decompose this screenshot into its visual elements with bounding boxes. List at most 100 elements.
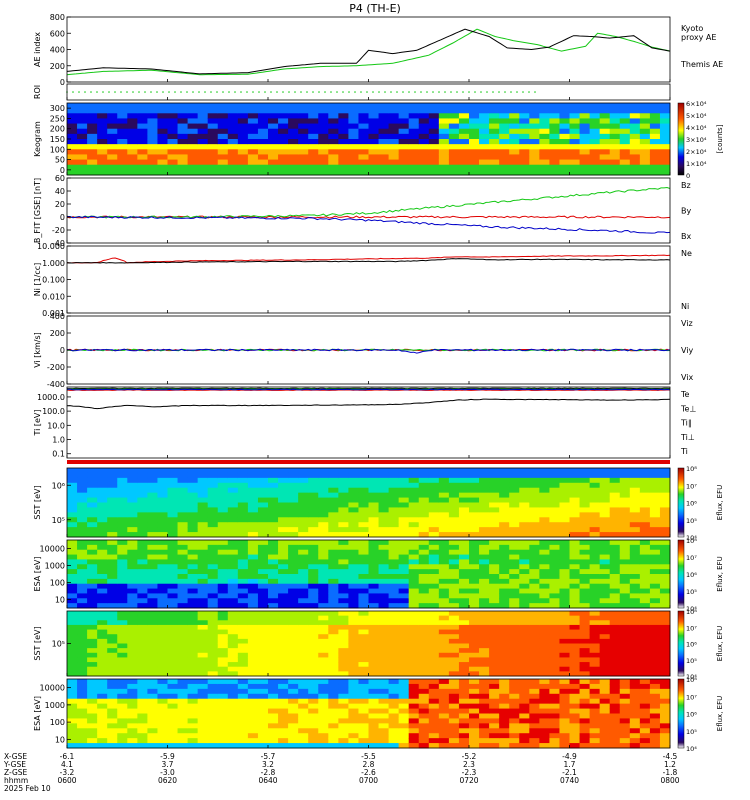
heatmap-cell: [247, 683, 259, 690]
heatmap-cell: [328, 492, 339, 499]
heatmap-cell: [539, 482, 550, 489]
roi-point: [378, 91, 380, 93]
heatmap-cell: [428, 679, 440, 685]
heatmap-cell: [197, 666, 209, 672]
heatmap-cell: [247, 708, 259, 714]
heatmap-cell: [378, 728, 390, 734]
heatmap-cell: [469, 497, 480, 503]
heatmap-cell: [509, 103, 520, 109]
heatmap-cell: [579, 512, 591, 518]
heatmap-cell: [217, 683, 229, 690]
heatmap-cell: [127, 512, 138, 518]
heatmap-cell: [479, 624, 490, 631]
heatmap-cell: [378, 666, 390, 672]
heatmap-cell: [318, 634, 329, 640]
heatmap-cell: [308, 574, 319, 580]
heatmap-cell: [348, 507, 359, 513]
heatmap-cell: [448, 544, 460, 551]
heatmap-cell: [97, 671, 108, 677]
heatmap-cell: [308, 723, 319, 729]
heatmap-cell: [187, 502, 199, 508]
heatmap-cell: [67, 683, 78, 690]
heatmap-cell: [217, 497, 229, 503]
heatmap-cell: [448, 492, 460, 499]
heatmap-cell: [167, 652, 179, 658]
heatmap-cell: [298, 149, 309, 155]
legend-kyoto: Kyoto: [681, 24, 703, 33]
heatmap-cell: [127, 652, 138, 658]
heatmap-cell: [539, 472, 550, 479]
heatmap-cell: [147, 517, 158, 523]
heatmap-cell: [298, 723, 309, 729]
heatmap-cell: [469, 624, 480, 631]
heatmap-cell: [147, 144, 158, 150]
heatmap-cell: [318, 743, 329, 749]
heatmap-cell: [519, 482, 530, 489]
heatmap-cell: [257, 634, 269, 640]
heatmap-cell: [348, 624, 359, 631]
heatmap-cell: [368, 662, 380, 668]
heatmap-cell: [107, 564, 118, 570]
heatmap-cell: [619, 564, 631, 570]
heatmap-cell: [428, 502, 440, 508]
heatmap-cell: [147, 629, 158, 635]
heatmap-cell: [227, 169, 239, 176]
heatmap-cell: [87, 468, 98, 474]
heatmap-cell: [187, 517, 199, 523]
heatmap-cell: [629, 569, 641, 575]
heatmap-cell: [288, 540, 299, 546]
x-tick-label: 0600: [57, 776, 76, 785]
heatmap-cell: [187, 507, 199, 513]
heatmap-cell: [358, 108, 369, 114]
heatmap-cell: [649, 472, 661, 479]
heatmap-cell: [609, 611, 621, 617]
heatmap-cell: [107, 502, 118, 508]
heatmap-cell: [187, 588, 199, 594]
heatmap-cell: [579, 615, 591, 621]
heatmap-cell: [338, 738, 349, 744]
heatmap-cell: [499, 629, 510, 635]
heatmap-cell: [328, 723, 339, 729]
heatmap-cell: [147, 522, 158, 528]
heatmap-cell: [479, 149, 490, 155]
heatmap-cell: [569, 728, 581, 734]
heatmap-cell: [298, 497, 309, 503]
heatmap-cell: [639, 487, 651, 494]
heatmap-cell: [298, 648, 309, 654]
heatmap-cell: [308, 703, 319, 710]
heatmap-cell: [167, 559, 179, 565]
heatmap-cell: [308, 133, 319, 140]
y-tick-label: 200: [50, 62, 65, 71]
heatmap-cell: [418, 487, 430, 494]
heatmap-cell: [137, 728, 148, 734]
heatmap-cell: [67, 482, 78, 489]
heatmap-cell: [177, 574, 189, 580]
heatmap-cell: [147, 492, 158, 499]
y-tick-label: 10⁶: [52, 481, 65, 490]
heatmap-cell: [438, 154, 450, 161]
heatmap-cell: [187, 698, 199, 705]
heatmap-cell: [207, 593, 219, 599]
heatmap-cell: [298, 728, 309, 734]
heatmap-cell: [157, 693, 168, 700]
heatmap-cell: [418, 108, 430, 114]
heatmap-cell: [438, 113, 450, 119]
heatmap-cell: [639, 620, 651, 626]
heatmap-cell: [539, 743, 550, 749]
heatmap-cell: [167, 118, 179, 125]
heatmap-cell: [509, 492, 520, 499]
heatmap-cell: [268, 643, 279, 649]
heatmap-cell: [499, 554, 510, 560]
heatmap-cell: [549, 544, 560, 551]
heatmap-cell: [298, 624, 309, 631]
heatmap-cell: [147, 603, 158, 609]
heatmap-cell: [539, 598, 550, 604]
heatmap-cell: [167, 502, 179, 508]
heatmap-cell: [117, 549, 128, 556]
heatmap-cell: [549, 648, 560, 654]
heatmap-cell: [177, 698, 189, 705]
heatmap-cell: [579, 468, 591, 474]
heatmap-cell: [358, 652, 369, 658]
heatmap-cell: [187, 679, 199, 685]
heatmap-cell: [167, 603, 179, 609]
